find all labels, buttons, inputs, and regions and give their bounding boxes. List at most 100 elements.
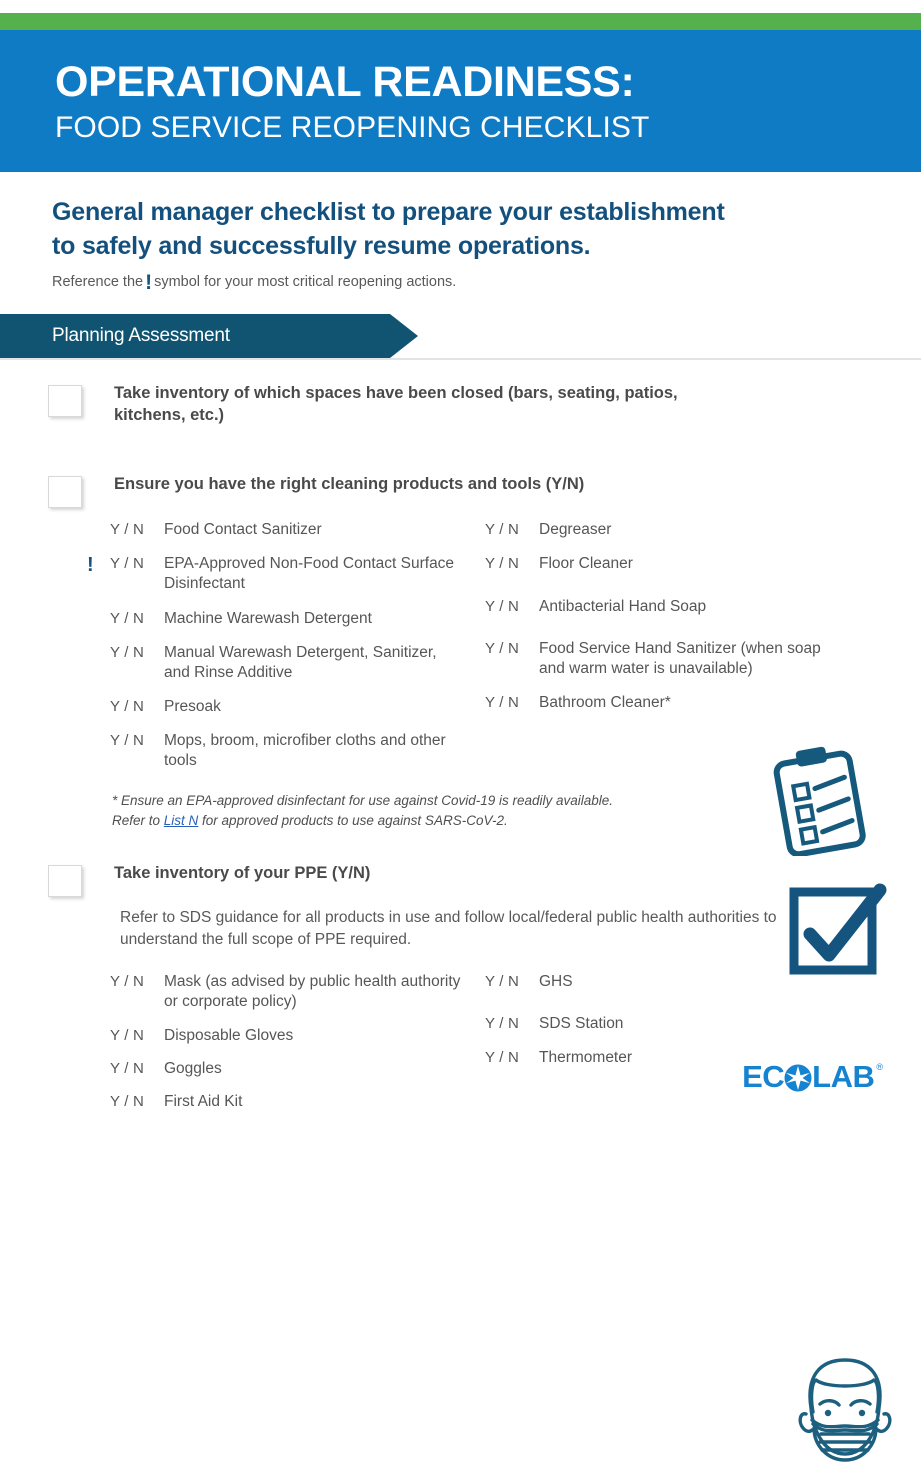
yn-toggle[interactable]: Y / N <box>485 973 520 991</box>
yn-item-label: Food Service Hand Sanitizer (when soap a… <box>539 639 821 677</box>
yn-row[interactable]: Y / N Food Service Hand Sanitizer (when … <box>485 639 860 679</box>
registered-trademark-icon: ® <box>876 1061 883 1072</box>
yn-row[interactable]: Y / N Thermometer <box>485 1048 860 1068</box>
yn-item-label: Disposable Gloves <box>164 1026 294 1044</box>
logo-text-part-1: EC <box>742 1058 785 1094</box>
intro-block: General manager checklist to prepare you… <box>0 172 921 294</box>
yn-toggle[interactable]: Y / N <box>110 973 145 991</box>
checklist-item-label: Take inventory of your PPE (Y/N) <box>114 864 371 883</box>
yn-row[interactable]: ! Y / N EPA-Approved Non-Food Contact Su… <box>87 554 485 594</box>
footnote-line-2-before: Refer to <box>112 812 164 828</box>
yn-item-label: Floor Cleaner <box>539 555 633 573</box>
masked-face-icon <box>786 1350 904 1477</box>
intro-note-after: symbol for your most critical reopening … <box>154 273 457 290</box>
critical-exclamation-icon: ! <box>87 554 94 577</box>
section-divider <box>0 357 921 360</box>
yn-toggle[interactable]: Y / N <box>110 609 145 627</box>
yn-item-label: Presoak <box>164 697 221 715</box>
yn-item-label: SDS Station <box>539 1015 624 1033</box>
page-header: OPERATIONAL READINESS: FOOD SERVICE REOP… <box>0 30 921 173</box>
yn-row[interactable]: Y / N Presoak <box>110 697 485 717</box>
yn-toggle[interactable]: Y / N <box>110 1092 145 1110</box>
yn-row[interactable]: Y / N SDS Station <box>485 1014 860 1034</box>
yn-row[interactable]: Y / N Food Contact Sanitizer <box>110 520 485 540</box>
yn-item-label: Degreaser <box>539 521 612 539</box>
page-subtitle: FOOD SERVICE REOPENING CHECKLIST <box>55 110 650 144</box>
checkbox-take-inventory-spaces[interactable] <box>48 384 82 417</box>
yn-item-label: Manual Warewash Detergent, Sanitizer, an… <box>164 643 437 681</box>
yn-row[interactable]: Y / N Manual Warewash Detergent, Sanitiz… <box>110 643 485 683</box>
green-accent-bar <box>0 13 921 30</box>
yn-item-label: Antibacterial Hand Soap <box>539 598 707 616</box>
yn-toggle[interactable]: Y / N <box>485 555 520 573</box>
checklist-item-take-inventory-spaces[interactable]: Take inventory of which spaces have been… <box>0 382 921 428</box>
intro-heading: General manager checklist to prepare you… <box>52 196 881 264</box>
intro-note-before: Reference the <box>52 273 144 290</box>
yn-toggle[interactable]: Y / N <box>110 732 145 750</box>
yn-item-label: EPA-Approved Non-Food Contact Surface Di… <box>164 555 455 593</box>
intro-note: Reference the! symbol for your most criti… <box>52 270 881 294</box>
yn-row[interactable]: Y / N Bathroom Cleaner* <box>485 693 860 713</box>
yn-toggle[interactable]: Y / N <box>110 697 145 715</box>
yn-toggle[interactable]: Y / N <box>110 643 145 661</box>
yn-toggle[interactable]: Y / N <box>485 639 520 657</box>
footnote: * Ensure an EPA-approved disinfectant fo… <box>112 791 921 830</box>
ppe-subtext: Refer to SDS guidance for all products i… <box>120 909 777 948</box>
yn-item-label: Food Contact Sanitizer <box>164 521 322 539</box>
cleaning-products-right-column: Y / N Degreaser Y / N Floor Cleaner Y / … <box>485 520 860 785</box>
ppe-grid: Y / N Mask (as advised by public health … <box>110 972 880 1125</box>
yn-toggle[interactable]: Y / N <box>110 1026 145 1044</box>
clipboard-checklist-icon <box>760 744 878 861</box>
yn-item-label: First Aid Kit <box>164 1092 243 1110</box>
yn-item-label: Mops, broom, microfiber cloths and other… <box>164 732 446 770</box>
checklist-content: Take inventory of which spaces have been… <box>0 382 921 1462</box>
ecolab-logo: EC LAB ® <box>742 1061 883 1097</box>
yn-row[interactable]: Y / N Mops, broom, microfiber cloths and… <box>110 731 485 771</box>
yn-row[interactable]: Y / N First Aid Kit <box>110 1092 485 1112</box>
checkbox-cleaning-products[interactable] <box>48 476 82 509</box>
checkmark-box-icon <box>788 882 888 982</box>
exclamation-icon: ! <box>145 270 153 294</box>
ppe-left-column: Y / N Mask (as advised by public health … <box>110 972 485 1125</box>
yn-item-label: Machine Warewash Detergent <box>164 609 372 627</box>
checkbox-ppe-inventory[interactable] <box>48 865 82 898</box>
yn-toggle[interactable]: Y / N <box>110 1059 145 1077</box>
yn-item-label: Bathroom Cleaner* <box>539 693 671 711</box>
yn-row[interactable]: Y / N Degreaser <box>485 520 860 540</box>
yn-toggle[interactable]: Y / N <box>110 555 145 573</box>
yn-row[interactable]: Y / N Mask (as advised by public health … <box>110 972 485 1012</box>
yn-row[interactable]: Y / N Disposable Gloves <box>110 1026 485 1046</box>
yn-item-label: Mask (as advised by public health author… <box>164 973 461 1011</box>
yn-item-label: Thermometer <box>539 1048 633 1066</box>
yn-toggle[interactable]: Y / N <box>110 521 145 539</box>
section-banner: Planning Assessment <box>0 313 390 358</box>
cleaning-products-grid: Y / N Food Contact Sanitizer ! Y / N EPA… <box>87 520 880 785</box>
ppe-right-column: Y / N GHS Y / N SDS Station Y / N Thermo… <box>485 972 860 1125</box>
checklist-item-label: Take inventory of which spaces have been… <box>114 383 678 425</box>
checklist-item-label: Ensure you have the right cleaning produ… <box>114 475 585 494</box>
yn-item-label: GHS <box>539 973 573 991</box>
checklist-item-cleaning-products[interactable]: Ensure you have the right cleaning produ… <box>0 473 921 509</box>
list-n-link[interactable]: List N <box>163 812 199 828</box>
top-white-margin <box>0 0 921 13</box>
yn-toggle[interactable]: Y / N <box>485 1048 520 1066</box>
intro-heading-line-1: General manager checklist to prepare you… <box>52 198 725 227</box>
yn-toggle[interactable]: Y / N <box>485 693 520 711</box>
footnote-line-1: * Ensure an EPA-approved disinfectant fo… <box>112 793 614 809</box>
yn-item-label: Goggles <box>164 1059 222 1077</box>
section-banner-arrow-icon <box>390 313 418 358</box>
cleaning-products-left-column: Y / N Food Contact Sanitizer ! Y / N EPA… <box>87 520 485 785</box>
yn-row[interactable]: Y / N GHS <box>485 972 860 992</box>
yn-toggle[interactable]: Y / N <box>485 521 520 539</box>
checklist-item-ppe-inventory[interactable]: Take inventory of your PPE (Y/N) <box>0 862 921 898</box>
yn-toggle[interactable]: Y / N <box>485 598 520 616</box>
yn-row[interactable]: Y / N Machine Warewash Detergent <box>110 609 485 629</box>
yn-toggle[interactable]: Y / N <box>485 1015 520 1033</box>
yn-row[interactable]: Y / N Goggles <box>110 1059 485 1079</box>
intro-heading-line-2: to safely and successfully resume operat… <box>52 231 591 260</box>
yn-row[interactable]: Y / N Antibacterial Hand Soap <box>485 597 860 617</box>
section-banner-wrap: Planning Assessment <box>0 313 921 360</box>
yn-row[interactable]: Y / N Floor Cleaner <box>485 554 860 574</box>
footnote-line-2-after: for approved products to use against SAR… <box>198 812 508 828</box>
section-banner-label: Planning Assessment <box>52 324 230 346</box>
